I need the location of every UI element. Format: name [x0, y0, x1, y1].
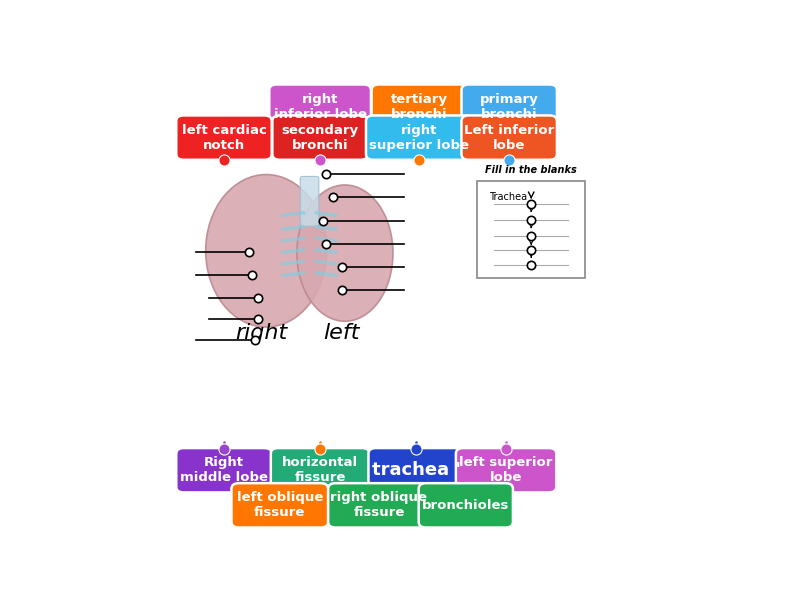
Text: bronchioles: bronchioles [422, 499, 510, 512]
FancyBboxPatch shape [477, 181, 586, 278]
Text: Left inferior
lobe: Left inferior lobe [464, 124, 554, 152]
FancyBboxPatch shape [462, 115, 557, 160]
Text: secondary
bronchi: secondary bronchi [282, 124, 358, 152]
Text: left cardiac
notch: left cardiac notch [182, 124, 266, 152]
Text: Right
middle lobe: Right middle lobe [180, 456, 268, 484]
FancyBboxPatch shape [300, 176, 319, 226]
FancyBboxPatch shape [231, 483, 328, 527]
FancyBboxPatch shape [418, 483, 513, 527]
FancyBboxPatch shape [366, 115, 473, 160]
FancyBboxPatch shape [371, 85, 467, 129]
FancyBboxPatch shape [270, 85, 371, 129]
FancyBboxPatch shape [176, 115, 272, 160]
Text: right
superior lobe: right superior lobe [370, 124, 470, 152]
Text: horizontal
fissure: horizontal fissure [282, 456, 358, 484]
FancyBboxPatch shape [456, 448, 556, 493]
FancyBboxPatch shape [176, 448, 272, 493]
Ellipse shape [297, 185, 393, 321]
Text: right oblique
fissure: right oblique fissure [330, 491, 427, 520]
Ellipse shape [206, 175, 326, 327]
Text: right
inferior lobe: right inferior lobe [274, 92, 366, 121]
Text: primary
bronchi: primary bronchi [480, 92, 538, 121]
FancyBboxPatch shape [328, 483, 430, 527]
Text: left oblique
fissure: left oblique fissure [237, 491, 323, 520]
Text: trachea ': trachea ' [372, 461, 461, 479]
FancyBboxPatch shape [369, 448, 464, 493]
FancyBboxPatch shape [462, 85, 557, 129]
Text: Fill in the blanks: Fill in the blanks [486, 164, 577, 175]
FancyBboxPatch shape [271, 448, 370, 493]
Text: left: left [323, 323, 360, 343]
Text: tertiary
bronchi: tertiary bronchi [391, 92, 448, 121]
Text: left superior
lobe: left superior lobe [459, 456, 553, 484]
Text: Trachea: Trachea [490, 192, 527, 202]
FancyBboxPatch shape [272, 115, 368, 160]
Text: right: right [235, 323, 287, 343]
